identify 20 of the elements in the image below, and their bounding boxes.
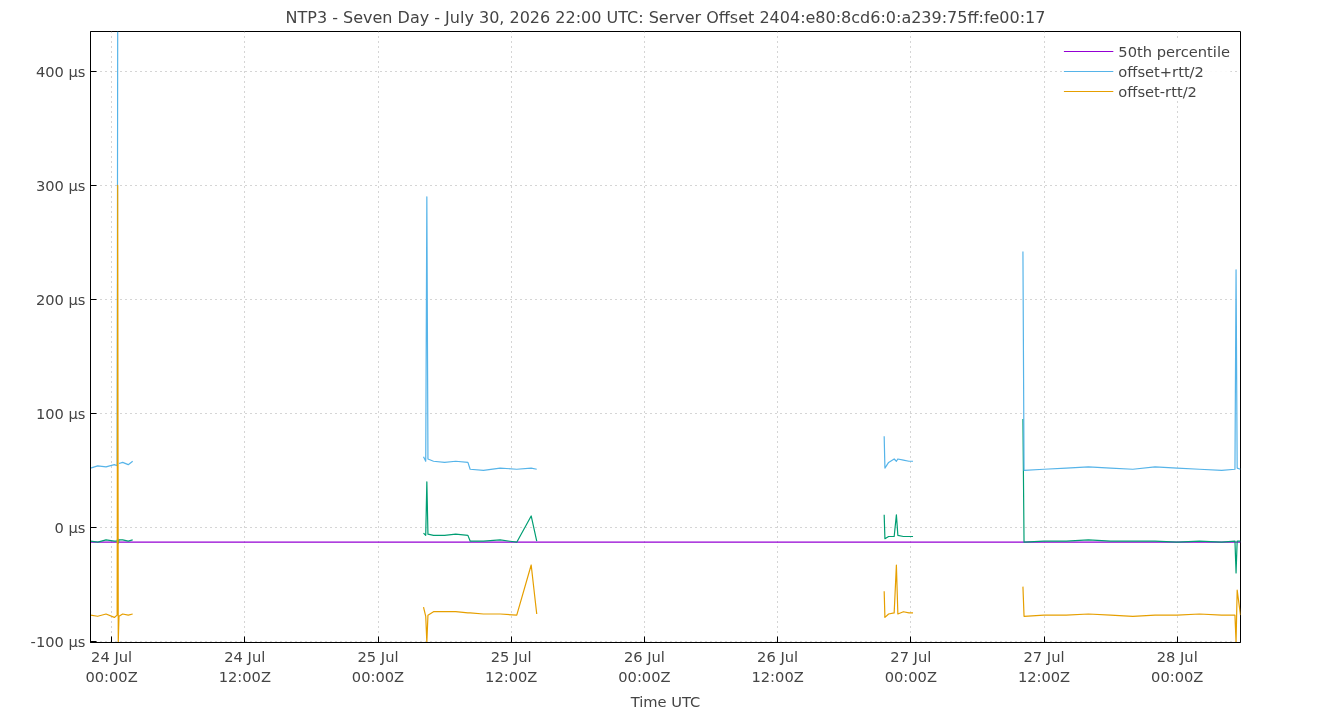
x-tick-label: 25 Jul 12:00Z — [485, 647, 538, 685]
legend-label: offset-rtt/2 — [1118, 82, 1197, 100]
x-tick-label: 26 Jul 12:00Z — [751, 647, 804, 685]
y-tick-label: 300 µs — [35, 176, 86, 194]
chart-title: NTP3 - Seven Day - July 30, 2026 22:00 UTC: Server Offset 2404:e80:8cd6:0:a239:75ff:fe00:17 — [285, 7, 1046, 27]
x-tick-label: 25 Jul 00:00Z — [351, 647, 405, 685]
x-tick-label: 28 Jul 00:00Z — [1151, 647, 1204, 685]
y-tick-label: 0 µs — [54, 518, 86, 536]
x-tick-label: 24 Jul 00:00Z — [85, 647, 138, 685]
y-tick-label: 200 µs — [35, 290, 86, 308]
y-tick-label: -100 µs — [30, 632, 86, 650]
x-tick-label: 27 Jul 00:00Z — [884, 647, 937, 685]
y-tick-label: 100 µs — [35, 404, 86, 422]
legend-label: 50th percentile — [1118, 42, 1230, 60]
x-axis-title: Time UTC — [629, 692, 701, 710]
legend-label: offset+rtt/2 — [1118, 62, 1204, 80]
x-tick-label: 27 Jul 12:00Z — [1017, 647, 1071, 685]
x-tick-label: 26 Jul 00:00Z — [618, 647, 671, 685]
x-tick-label: 24 Jul 12:00Z — [218, 647, 271, 685]
y-tick-label: 400 µs — [35, 62, 86, 80]
